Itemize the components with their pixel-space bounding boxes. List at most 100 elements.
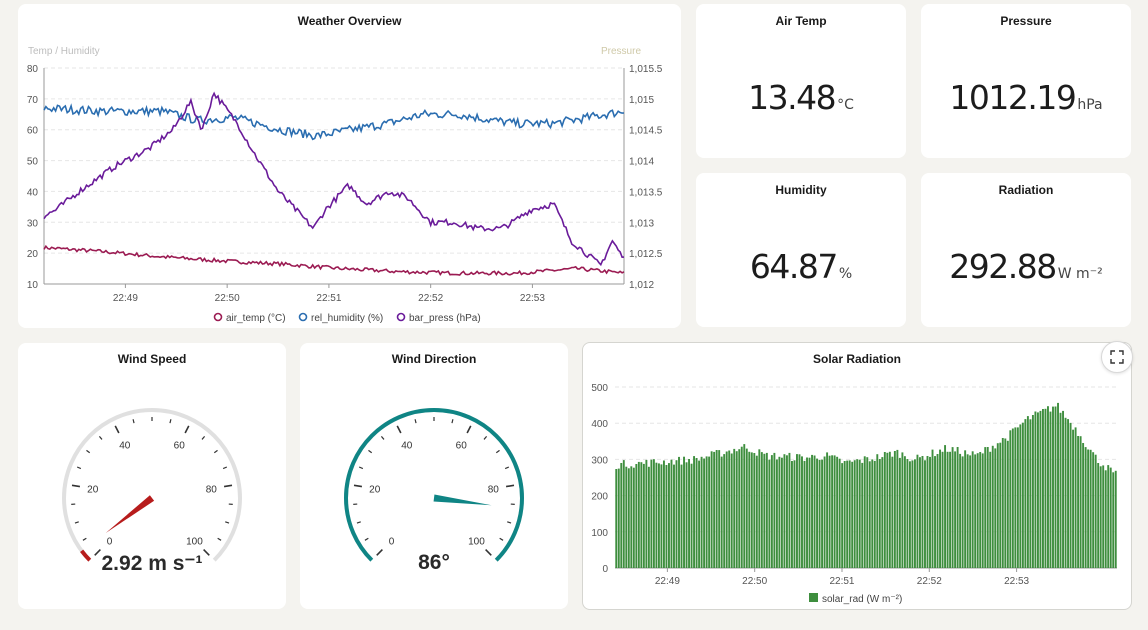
solar-bar (1004, 438, 1007, 568)
gauge-tick (132, 419, 135, 424)
solar-bar (1092, 452, 1095, 568)
solar-bar (1029, 419, 1032, 568)
solar-bar (903, 456, 906, 568)
solar-bar (969, 455, 972, 568)
gauge-tick-label: 80 (206, 485, 218, 496)
y-left-tick-label: 70 (27, 95, 39, 106)
legend-label: rel_humidity (%) (311, 313, 383, 324)
gauge-tick-label: 40 (119, 441, 131, 452)
gauge-tick (98, 436, 103, 440)
humidity-card: Humidity 64.87% (696, 173, 906, 327)
solar-bar (683, 456, 685, 568)
solar-bar (703, 458, 706, 568)
gauge-tick (169, 419, 172, 424)
solar-bar (665, 465, 668, 568)
solar-bar (996, 443, 999, 568)
air-temp-card: Air Temp 13.48 °C (696, 4, 906, 158)
fullscreen-button[interactable] (1101, 341, 1133, 373)
air-temp-readout: 13.48 °C (696, 78, 906, 117)
series-line-1 (43, 103, 625, 141)
x-tick-label: 22:51 (829, 576, 854, 587)
gauge-tick (507, 521, 512, 524)
solar-bar (924, 460, 926, 568)
gauge-tick (203, 549, 210, 556)
y-left-tick-label: 50 (27, 157, 39, 168)
solar-bar (853, 460, 856, 568)
solar-bar (710, 451, 713, 568)
solar-bar (783, 454, 786, 568)
solar-bar (728, 450, 731, 568)
x-tick-label: 22:49 (113, 293, 138, 304)
solar-bar (700, 456, 703, 568)
y-right-tick-label: 1,012.5 (629, 249, 663, 260)
solar-bar (1077, 436, 1080, 568)
solar-bar (773, 452, 776, 568)
solar-bar (678, 456, 680, 568)
gauge-tick (495, 449, 500, 454)
solar-bar (966, 454, 969, 568)
solar-bar (811, 454, 813, 568)
solar-bar (919, 457, 921, 568)
solar-bar (976, 453, 979, 568)
gauge-tick (356, 521, 361, 524)
y-left-tick-label: 40 (27, 187, 39, 198)
solar-bar (1016, 427, 1019, 568)
wind-direction-value: 86° (418, 551, 450, 574)
solar-bar (891, 456, 894, 568)
solar-bar (866, 457, 869, 568)
series-line-2 (43, 91, 625, 267)
solar-bar (934, 456, 936, 568)
gauge-tick (483, 436, 488, 440)
solar-bar (718, 450, 721, 568)
solar-bar (863, 456, 866, 568)
solar-bar (1011, 428, 1014, 568)
solar-bar (625, 466, 628, 568)
y-left-tick-label: 30 (27, 218, 39, 229)
solar-bar (1021, 422, 1024, 568)
solar-bar (1072, 429, 1075, 568)
solar-bar (949, 451, 952, 568)
gauge-tick-label: 40 (401, 441, 413, 452)
gauge-band (344, 408, 524, 562)
solar-bar (798, 454, 801, 568)
solar-bar (1006, 440, 1009, 568)
gauge-tick (201, 436, 206, 440)
solar-bar (959, 453, 962, 568)
solar-bar (642, 463, 645, 568)
solar-bar (828, 455, 831, 568)
solar-bar (803, 460, 806, 568)
solar-bar (888, 451, 891, 568)
solar-bar (1109, 467, 1112, 568)
solar-bar (916, 454, 919, 568)
y-tick-label: 400 (591, 419, 608, 430)
wind-direction-gauge: 0 20 40 60 80 100 (344, 408, 524, 562)
solar-bar (615, 469, 618, 568)
solar-bar (668, 463, 670, 568)
y-right-tick-label: 1,015 (629, 95, 654, 106)
legend-label: solar_rad (W m⁻²) (822, 594, 902, 605)
solar-bar (818, 460, 821, 568)
solar-bar (1042, 409, 1044, 568)
solar-bar (873, 460, 876, 568)
y-tick-label: 200 (591, 492, 608, 503)
solar-bar (1079, 436, 1082, 568)
gauge-tick (225, 521, 230, 524)
x-tick-label: 22:53 (520, 293, 545, 304)
gauge-tick-label: 0 (107, 536, 113, 547)
solar-bar (984, 447, 987, 568)
solar-bar (838, 458, 841, 568)
weather-overview-title: Weather Overview (297, 14, 402, 28)
solar-bar (740, 446, 743, 568)
solar-bar (858, 459, 861, 568)
solar-bar (785, 455, 788, 568)
solar-bar (1054, 406, 1057, 568)
x-tick-label: 22:50 (742, 576, 767, 587)
solar-bar (688, 459, 690, 568)
solar-bar (929, 456, 931, 568)
solar-bar (738, 449, 741, 568)
pressure-value: 1012.19 (949, 78, 1076, 117)
gauge-tick (358, 466, 364, 470)
y-tick-label: 300 (591, 455, 608, 466)
solar-bar (826, 452, 829, 568)
y-tick-label: 0 (602, 564, 608, 575)
